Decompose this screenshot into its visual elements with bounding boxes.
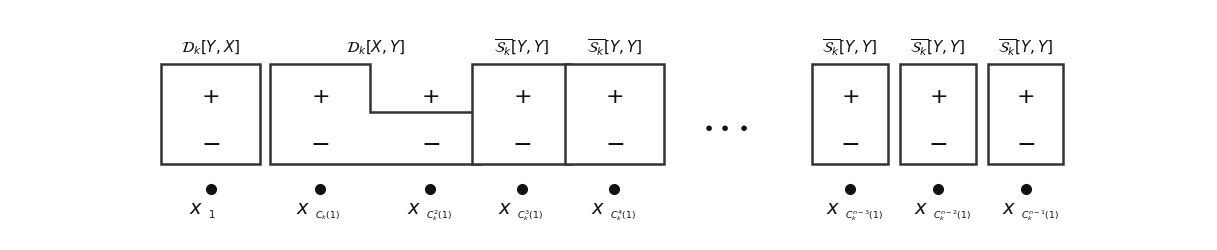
Bar — [565, 65, 663, 165]
Text: $+$: $+$ — [421, 86, 439, 106]
Text: $-$: $-$ — [929, 131, 947, 154]
Bar — [813, 65, 887, 165]
Bar — [161, 65, 260, 165]
Text: $+$: $+$ — [1016, 86, 1034, 106]
Text: $_{C_k^3(1)}$: $_{C_k^3(1)}$ — [517, 208, 543, 222]
Text: $-$: $-$ — [310, 131, 330, 154]
Text: $+$: $+$ — [310, 86, 329, 106]
Text: $+$: $+$ — [605, 86, 623, 106]
Text: $\overline{\mathcal{S}_k}[Y,Y]$: $\overline{\mathcal{S}_k}[Y,Y]$ — [998, 37, 1053, 58]
Text: $\overline{\mathcal{S}_k}[Y,Y]$: $\overline{\mathcal{S}_k}[Y,Y]$ — [494, 37, 550, 58]
Bar — [472, 65, 571, 165]
Text: $\overline{\mathcal{S}_k}[Y,Y]$: $\overline{\mathcal{S}_k}[Y,Y]$ — [823, 37, 877, 58]
Text: $_{C_k^2(1)}$: $_{C_k^2(1)}$ — [426, 208, 452, 222]
Text: $-$: $-$ — [841, 131, 859, 154]
Text: $-$: $-$ — [421, 131, 441, 154]
Text: $x$: $x$ — [406, 199, 421, 217]
Bar — [901, 65, 976, 165]
Text: $_1$: $_1$ — [208, 206, 215, 220]
Text: $_{C_k^4(1)}$: $_{C_k^4(1)}$ — [610, 208, 635, 222]
Text: $\overline{\mathcal{S}_k}[Y,Y]$: $\overline{\mathcal{S}_k}[Y,Y]$ — [587, 37, 643, 58]
Text: $_{C_k^{n-3}(1)}$: $_{C_k^{n-3}(1)}$ — [846, 208, 884, 222]
Text: $_{C_k^{n-1}(1)}$: $_{C_k^{n-1}(1)}$ — [1021, 208, 1059, 222]
Text: $x$: $x$ — [189, 199, 203, 217]
Text: $x$: $x$ — [914, 199, 929, 217]
Polygon shape — [270, 65, 479, 165]
Text: $x$: $x$ — [1002, 199, 1016, 217]
Text: $-$: $-$ — [605, 131, 624, 154]
Text: $\overline{\mathcal{S}_k}[Y,Y]$: $\overline{\mathcal{S}_k}[Y,Y]$ — [910, 37, 965, 58]
Text: $x$: $x$ — [590, 199, 605, 217]
Text: $\bullet\bullet\bullet$: $\bullet\bullet\bullet$ — [702, 117, 748, 136]
Text: $-$: $-$ — [512, 131, 532, 154]
Text: $\mathcal{D}_k[Y,X]$: $\mathcal{D}_k[Y,X]$ — [181, 38, 240, 56]
Text: $_{C_k^{n-2}(1)}$: $_{C_k^{n-2}(1)}$ — [933, 208, 971, 222]
Text: $_{C_k(1)}$: $_{C_k(1)}$ — [315, 208, 341, 221]
Text: $x$: $x$ — [297, 199, 310, 217]
Text: $+$: $+$ — [841, 86, 859, 106]
Text: $-$: $-$ — [1016, 131, 1036, 154]
Text: $x$: $x$ — [826, 199, 841, 217]
Bar — [988, 65, 1064, 165]
Text: $\mathcal{D}_k[X,Y]$: $\mathcal{D}_k[X,Y]$ — [346, 38, 405, 56]
Text: $+$: $+$ — [202, 86, 220, 106]
Text: $+$: $+$ — [929, 86, 947, 106]
Text: $+$: $+$ — [512, 86, 531, 106]
Text: $-$: $-$ — [201, 131, 220, 154]
Text: $x$: $x$ — [498, 199, 512, 217]
